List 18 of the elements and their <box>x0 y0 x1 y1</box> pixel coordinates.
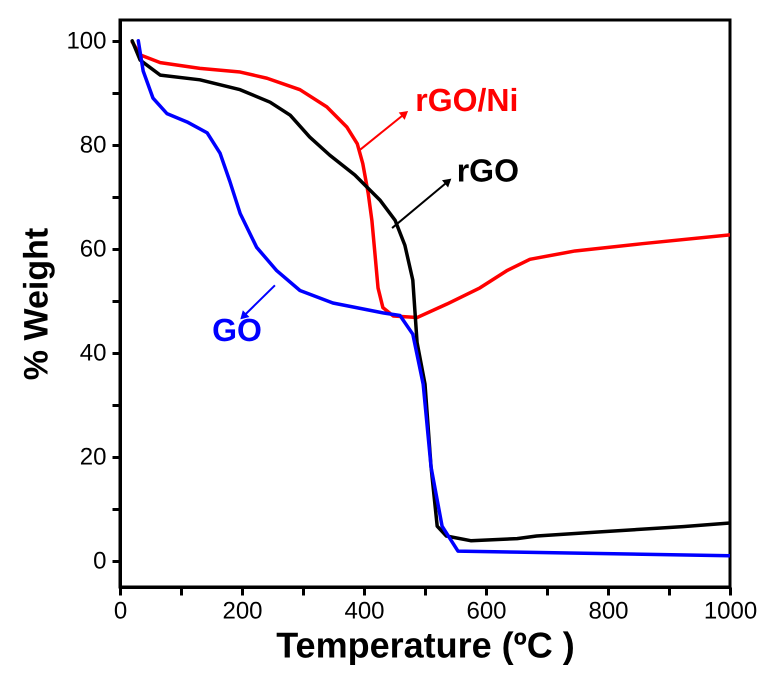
x-tick-label: 1000 <box>704 598 758 624</box>
x-tick-label: 800 <box>588 598 629 624</box>
legend-label: rGO/Ni <box>415 82 518 118</box>
x-tick-label: 400 <box>344 598 385 624</box>
y-tick-label: 0 <box>93 547 106 574</box>
y-tick-label: 20 <box>80 443 106 470</box>
y-tick-label: 100 <box>66 27 106 54</box>
y-tick-label: 40 <box>80 339 106 366</box>
series-label: GO <box>212 312 262 348</box>
x-tick-label: 200 <box>222 598 263 624</box>
y-axis-title: % Weight <box>17 228 56 380</box>
y-tick-label: 80 <box>80 131 106 158</box>
x-axis-title: Temperature (ºC ) <box>276 624 575 666</box>
x-tick-label: 600 <box>466 598 507 624</box>
y-tick-label: 60 <box>80 235 106 262</box>
legend-label: rGO <box>456 152 519 188</box>
x-tick-label: 0 <box>114 598 128 624</box>
line-series <box>130 40 730 320</box>
